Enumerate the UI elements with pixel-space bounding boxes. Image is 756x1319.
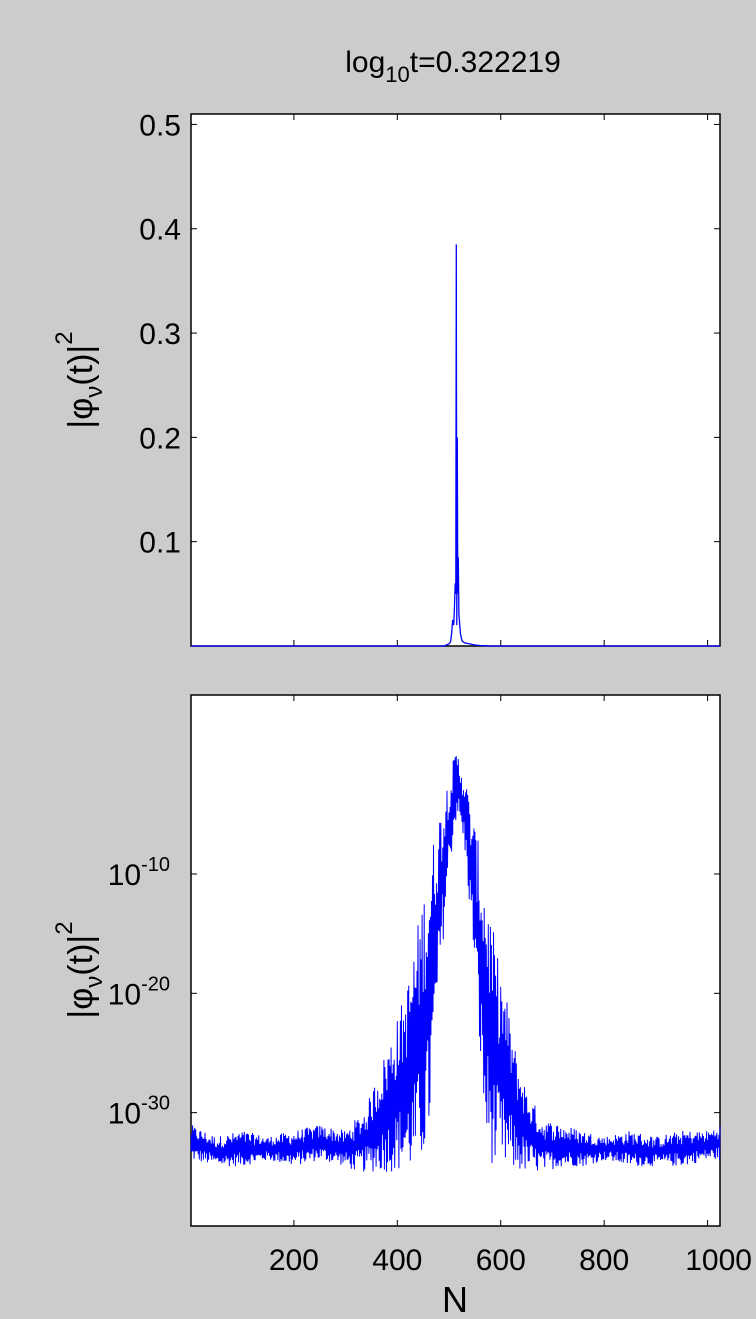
bottom-ytick-label: 10-10 bbox=[108, 854, 170, 892]
bottom-y-axis-label: |φν(t)|2 bbox=[51, 921, 108, 1018]
top-ytick-label: 0.5 bbox=[139, 109, 181, 142]
top-ytick-label: 0.3 bbox=[139, 318, 181, 351]
bottom-ytick-label: 10-30 bbox=[108, 1093, 170, 1131]
top-y-axis-label: |φν(t)|2 bbox=[51, 331, 108, 428]
bottom-xtick-label: 800 bbox=[579, 1244, 629, 1277]
top-ytick-label: 0.4 bbox=[139, 214, 181, 247]
bottom-xtick-label: 1000 bbox=[685, 1244, 752, 1277]
figure-title: log10t=0.322219 bbox=[345, 46, 561, 87]
top-ytick-label: 0.2 bbox=[139, 422, 181, 455]
bottom-plot-log: 10-30 10-20 10-10 200 400 600 800 1000 |φν(t)|2… bbox=[51, 694, 752, 1319]
bottom-xtick-label: 400 bbox=[372, 1244, 422, 1277]
bottom-xtick-label: 600 bbox=[476, 1244, 526, 1277]
bottom-xtick-label: 200 bbox=[269, 1244, 319, 1277]
bottom-series-line bbox=[190, 756, 721, 1172]
top-plot-linear: 0.1 0.2 0.3 0.4 0.5 |φν(t)|2 bbox=[51, 109, 721, 647]
top-ytick-label: 0.1 bbox=[139, 527, 181, 560]
x-axis-label: N bbox=[442, 1279, 468, 1319]
top-series-line bbox=[191, 244, 720, 647]
bottom-ytick-label: 10-20 bbox=[108, 973, 170, 1011]
